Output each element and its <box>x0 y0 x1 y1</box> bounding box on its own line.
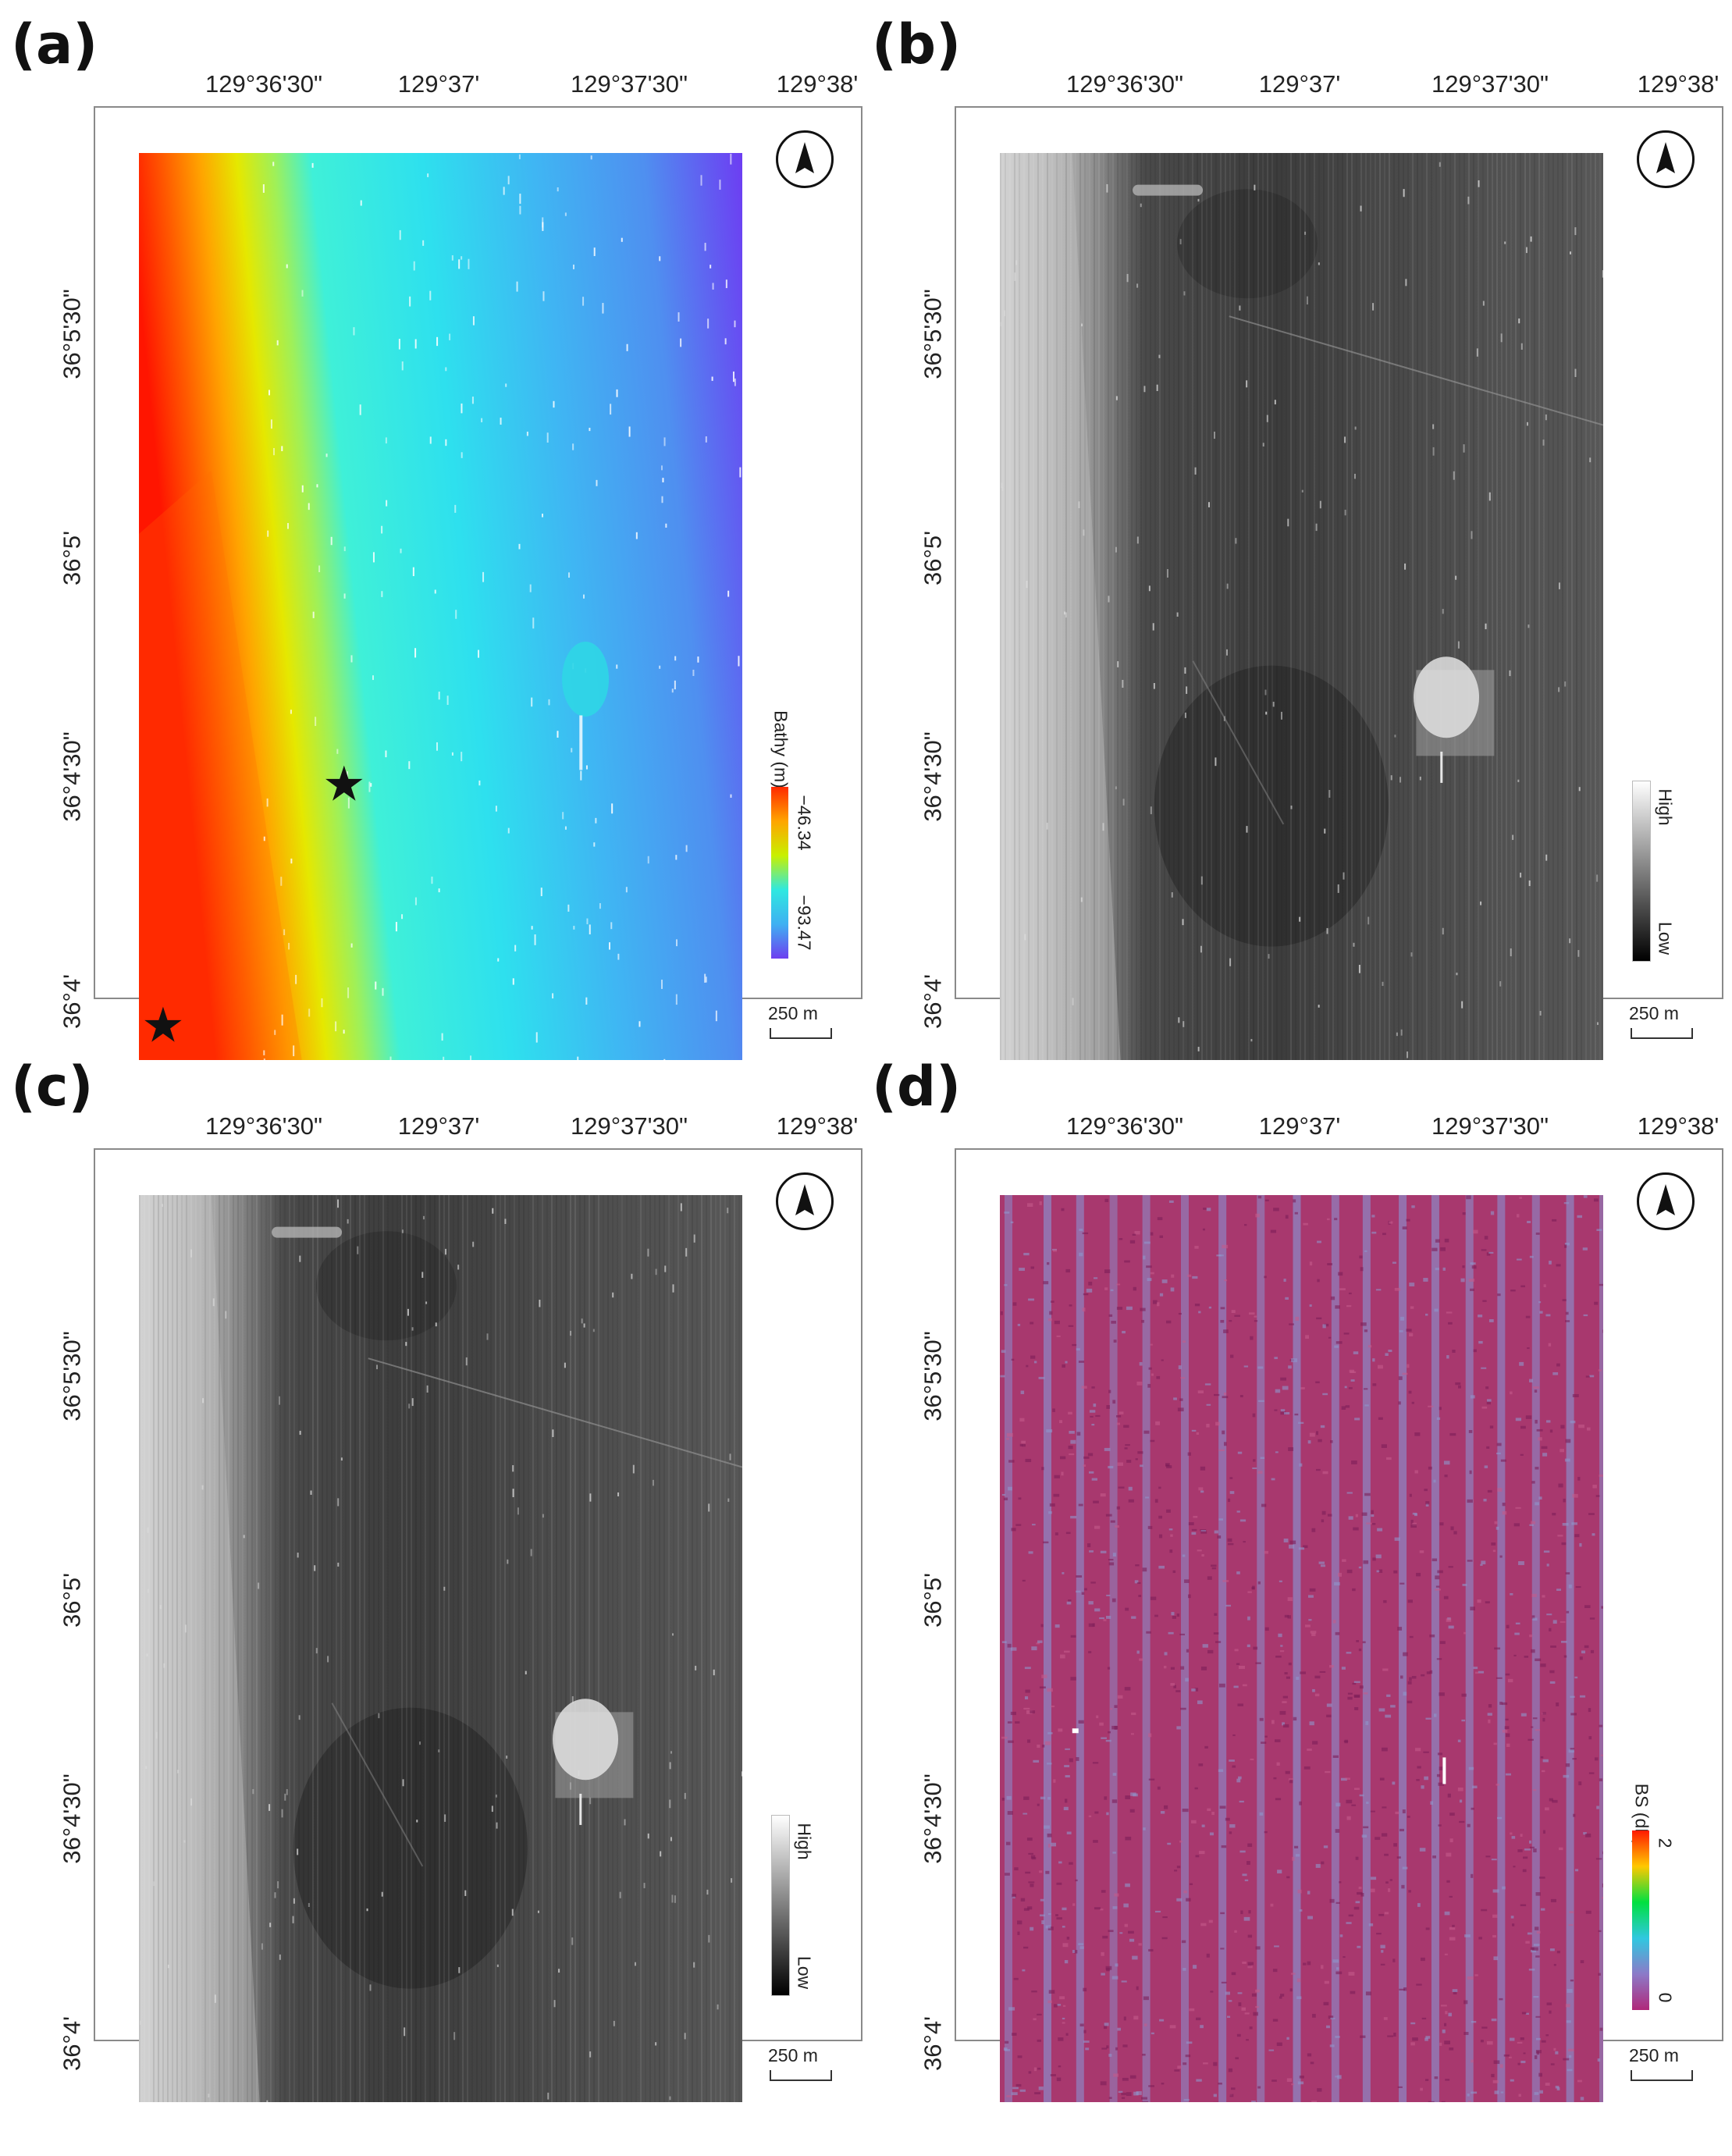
panel-label-b: (b) <box>872 12 962 76</box>
longitude-tick-label: 129°37'30" <box>570 1112 688 1140</box>
latitude-tick-label: 36°5' <box>58 530 86 586</box>
legend-colorbar <box>1632 1830 1649 2010</box>
north-arrow-icon <box>1637 1172 1695 1230</box>
legend-colorbar <box>771 1815 790 1996</box>
scale-bar-line <box>1631 2070 1693 2081</box>
legend-tick-label: −46.34 <box>794 795 815 851</box>
scale-bar: 250 m <box>1629 1003 1699 1042</box>
scale-bar-line <box>770 1028 832 1039</box>
scale-bar-label: 250 m <box>768 1003 818 1023</box>
map-raster-c <box>139 1195 742 2102</box>
map-raster-b <box>1000 153 1603 1060</box>
longitude-tick-label: 129°38' <box>1637 1112 1720 1140</box>
latitude-tick-label: 36°5'30" <box>58 289 86 379</box>
latitude-tick-label: 36°4' <box>919 973 947 1030</box>
scale-bar: 250 m <box>768 1003 838 1042</box>
latitude-tick-label: 36°5'30" <box>919 289 947 379</box>
longitude-tick-label: 129°37' <box>397 1112 480 1140</box>
latitude-tick-label: 36°4' <box>58 2015 86 2072</box>
latitude-tick-label: 36°5' <box>58 1572 86 1628</box>
latitude-tick-label: 36°5' <box>919 1572 947 1628</box>
scale-bar: 250 m <box>768 2045 838 2084</box>
latitude-tick-label: 36°4' <box>58 973 86 1030</box>
scale-bar-label: 250 m <box>768 2045 818 2065</box>
longitude-tick-label: 129°37' <box>1258 1112 1341 1140</box>
longitude-tick-label: 129°38' <box>1637 70 1720 98</box>
latitude-tick-label: 36°4' <box>919 2015 947 2072</box>
latitude-tick-label: 36°4'30" <box>58 731 86 822</box>
latitude-tick-label: 36°4'30" <box>919 1774 947 1864</box>
map-raster-d <box>1000 1195 1603 2102</box>
legend-d: BS (dB) 2 0 <box>1626 1721 1720 2010</box>
longitude-tick-label: 129°38' <box>776 1112 859 1140</box>
legend-b: BSHighLow <box>1626 687 1720 962</box>
legend-tick-label: Low <box>1655 921 1676 955</box>
scale-bar: 250 m <box>1629 2045 1699 2084</box>
legend-tick-label: 2 <box>1655 1838 1676 1848</box>
legend-tick-label: High <box>1655 788 1676 826</box>
legend-tick-label: −93.47 <box>794 895 815 951</box>
scale-bar-label: 250 m <box>1629 1003 1679 1023</box>
legend-colorbar <box>771 787 788 959</box>
latitude-tick-label: 36°5'30" <box>919 1331 947 1421</box>
north-arrow-icon <box>1637 130 1695 188</box>
latitude-tick-label: 36°4'30" <box>58 1774 86 1864</box>
longitude-tick-label: 129°37'30" <box>570 70 688 98</box>
legend-tick-label: 0 <box>1655 1992 1676 2003</box>
longitude-tick-label: 129°37'30" <box>1431 1112 1549 1140</box>
latitude-tick-label: 36°4'30" <box>919 731 947 822</box>
latitude-tick-label: 36°5'30" <box>58 1331 86 1421</box>
panel-label-d: (d) <box>872 1055 962 1119</box>
scale-bar-label: 250 m <box>1629 2045 1679 2065</box>
latitude-tick-label: 36°5' <box>919 530 947 586</box>
legend-tick-label: High <box>794 1823 815 1860</box>
scale-bar-line <box>1631 1028 1693 1039</box>
longitude-tick-label: 129°37'30" <box>1431 70 1549 98</box>
legend-a: Bathy (m) −46.34 −93.47 <box>765 687 859 959</box>
longitude-tick-label: 129°36'30" <box>204 70 323 98</box>
longitude-tick-label: 129°37' <box>1258 70 1341 98</box>
map-raster-a: ★ ★ <box>139 153 742 1060</box>
longitude-tick-label: 129°36'30" <box>204 1112 323 1140</box>
longitude-tick-label: 129°36'30" <box>1065 70 1184 98</box>
longitude-tick-label: 129°37' <box>397 70 480 98</box>
legend-c: BSHighLow <box>765 1721 859 1996</box>
panel-label-a: (a) <box>11 12 98 76</box>
north-arrow-icon <box>776 130 834 188</box>
star-marker: ★ <box>141 998 185 1052</box>
legend-colorbar <box>1632 781 1651 962</box>
star-marker: ★ <box>322 757 366 811</box>
legend-title: Bathy (m) <box>770 710 791 788</box>
panel-label-c: (c) <box>11 1055 94 1119</box>
legend-tick-label: Low <box>794 1955 815 1990</box>
north-arrow-icon <box>776 1172 834 1230</box>
longitude-tick-label: 129°36'30" <box>1065 1112 1184 1140</box>
longitude-tick-label: 129°38' <box>776 70 859 98</box>
scale-bar-line <box>770 2070 832 2081</box>
